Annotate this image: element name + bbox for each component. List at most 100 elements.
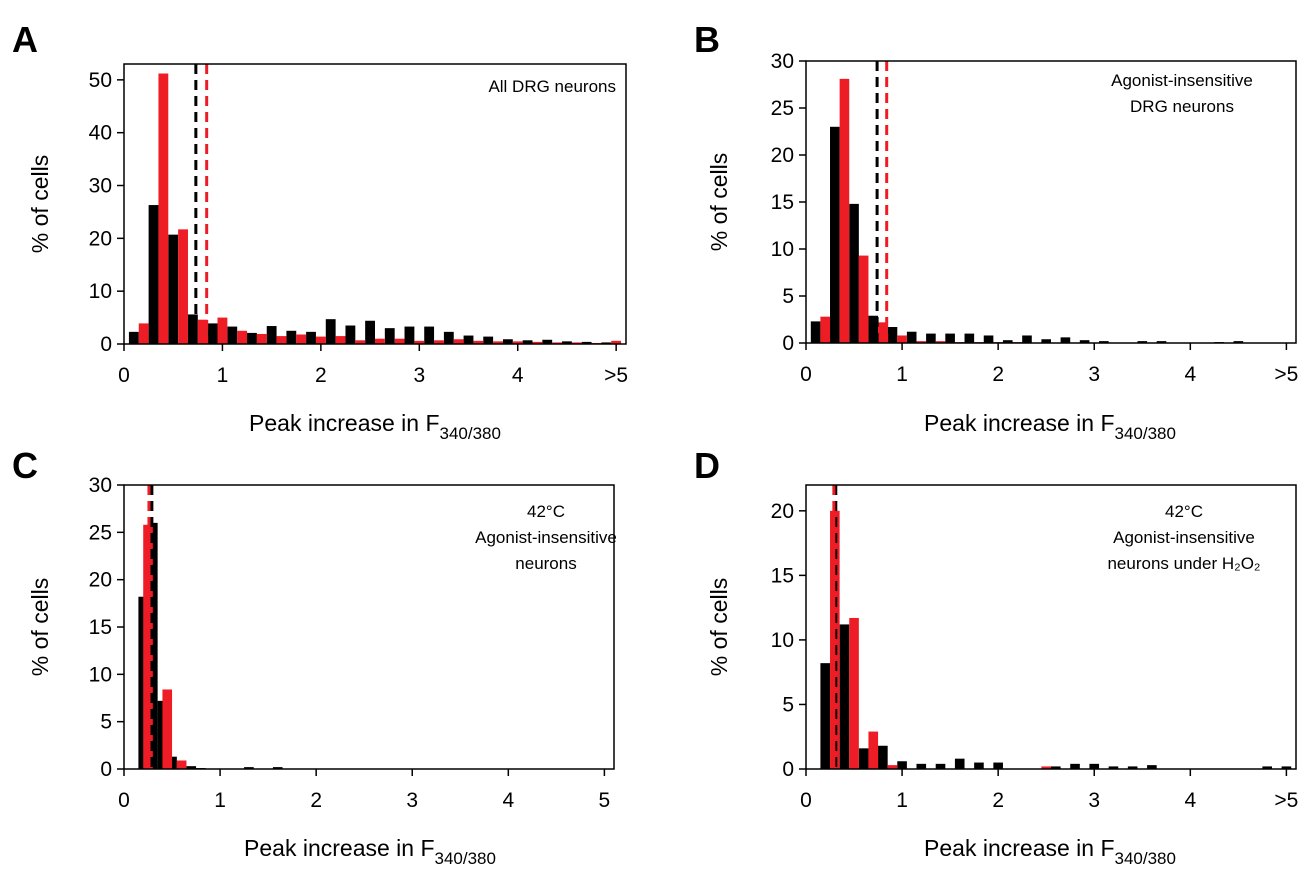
y-tick-label: 15	[771, 564, 794, 587]
bar	[355, 340, 366, 344]
y-tick-label: 5	[782, 693, 794, 716]
y-tick-label: 0	[100, 333, 112, 356]
bar	[176, 760, 187, 769]
bar	[162, 689, 173, 769]
bar	[839, 78, 850, 344]
bar	[1233, 341, 1244, 343]
y-tick-label: 5	[782, 285, 794, 308]
x-tick-label: >5	[1274, 789, 1298, 812]
bar	[581, 341, 592, 344]
bar	[424, 326, 435, 344]
panel-letter: C	[12, 445, 38, 486]
bar	[954, 758, 965, 769]
x-tick-label: 3	[406, 789, 418, 812]
bar	[227, 326, 238, 344]
bar	[384, 328, 395, 344]
bar	[186, 766, 197, 769]
bar	[256, 333, 267, 344]
bar	[443, 331, 454, 344]
bar	[820, 316, 831, 343]
bar	[878, 745, 888, 769]
bar	[502, 339, 513, 344]
bar	[983, 335, 994, 343]
bar	[1079, 340, 1090, 343]
bar	[1099, 341, 1109, 343]
x-tick-label: 0	[118, 364, 130, 387]
plot-frame	[805, 484, 1297, 770]
bar	[878, 322, 888, 343]
bar	[207, 323, 218, 344]
bar	[964, 333, 975, 343]
bar	[276, 336, 287, 344]
x-tick-label: 5	[599, 789, 611, 812]
bar	[849, 203, 859, 343]
bar	[1137, 341, 1148, 343]
chart-panel-b: B 0 5 10 15 20 25 30 0 1 2 3 4 >5 % of cells Peak incre…	[694, 19, 1298, 443]
bar	[128, 331, 139, 344]
bar	[1041, 339, 1051, 343]
y-tick-label: 40	[89, 122, 112, 145]
x-tick-label: 0	[800, 363, 812, 386]
bar	[1051, 766, 1061, 769]
y-tick-label: 0	[782, 332, 794, 355]
bar	[247, 332, 257, 344]
bar	[1041, 766, 1051, 769]
x-tick-label: 2	[992, 789, 1004, 812]
bar	[1002, 340, 1013, 343]
bar	[345, 325, 356, 344]
bar	[138, 596, 149, 769]
bar	[1147, 765, 1157, 769]
bar	[820, 663, 831, 769]
bar	[296, 334, 307, 344]
x-axis-title-subscript: 340/380	[1115, 849, 1176, 868]
bar	[272, 767, 283, 769]
y-tick-label: 25	[89, 521, 112, 544]
bar	[1089, 763, 1100, 769]
panel-letter: A	[12, 19, 38, 60]
y-axis-title: % of cells	[706, 578, 732, 676]
bar	[453, 339, 464, 344]
bar	[858, 748, 869, 769]
bar	[375, 338, 385, 344]
y-tick-label: 0	[782, 758, 794, 781]
panel-annotation-line: neurons	[515, 554, 576, 573]
bar	[148, 205, 159, 344]
bar	[993, 762, 1003, 769]
panel-annotation-line: Agonist-insensitive	[1113, 528, 1255, 547]
bar	[522, 340, 533, 344]
bar	[158, 73, 169, 344]
bar	[306, 331, 316, 344]
bar	[187, 314, 198, 344]
y-axis-title: % of cells	[27, 155, 53, 253]
bar	[830, 126, 840, 343]
panel-letter: D	[694, 445, 720, 486]
y-tick-label: 10	[771, 629, 794, 652]
chart-panel-d: D 0 5 10 15 20 0 1 2 3 4 >5 % of cells Peak increase …	[694, 445, 1298, 868]
bar	[839, 624, 850, 769]
bar	[1022, 335, 1032, 343]
y-axis-title: % of cells	[706, 153, 732, 251]
bar	[935, 341, 946, 343]
panel-annotation-line: neurons under H₂O₂	[1107, 554, 1260, 573]
bar	[237, 330, 248, 344]
x-tick-label: 4	[502, 789, 514, 812]
bar	[926, 333, 936, 343]
bar	[601, 342, 612, 344]
bar	[552, 342, 563, 344]
bar	[1070, 763, 1080, 769]
bar	[1262, 766, 1272, 769]
x-tick-label: >5	[604, 364, 628, 387]
x-tick-label: 3	[1088, 363, 1100, 386]
bar	[868, 731, 879, 769]
x-tick-label: 1	[217, 364, 229, 387]
panel-annotation-line: Agonist-insensitive	[1111, 71, 1253, 90]
x-axis-title-subscript: 340/380	[1115, 424, 1176, 443]
bar	[945, 333, 955, 343]
bar	[493, 341, 503, 344]
bar	[849, 617, 859, 769]
y-tick-label: 20	[771, 144, 794, 167]
x-tick-label: 1	[896, 789, 908, 812]
bar	[974, 762, 984, 769]
bar	[916, 341, 927, 343]
bar	[810, 321, 821, 343]
